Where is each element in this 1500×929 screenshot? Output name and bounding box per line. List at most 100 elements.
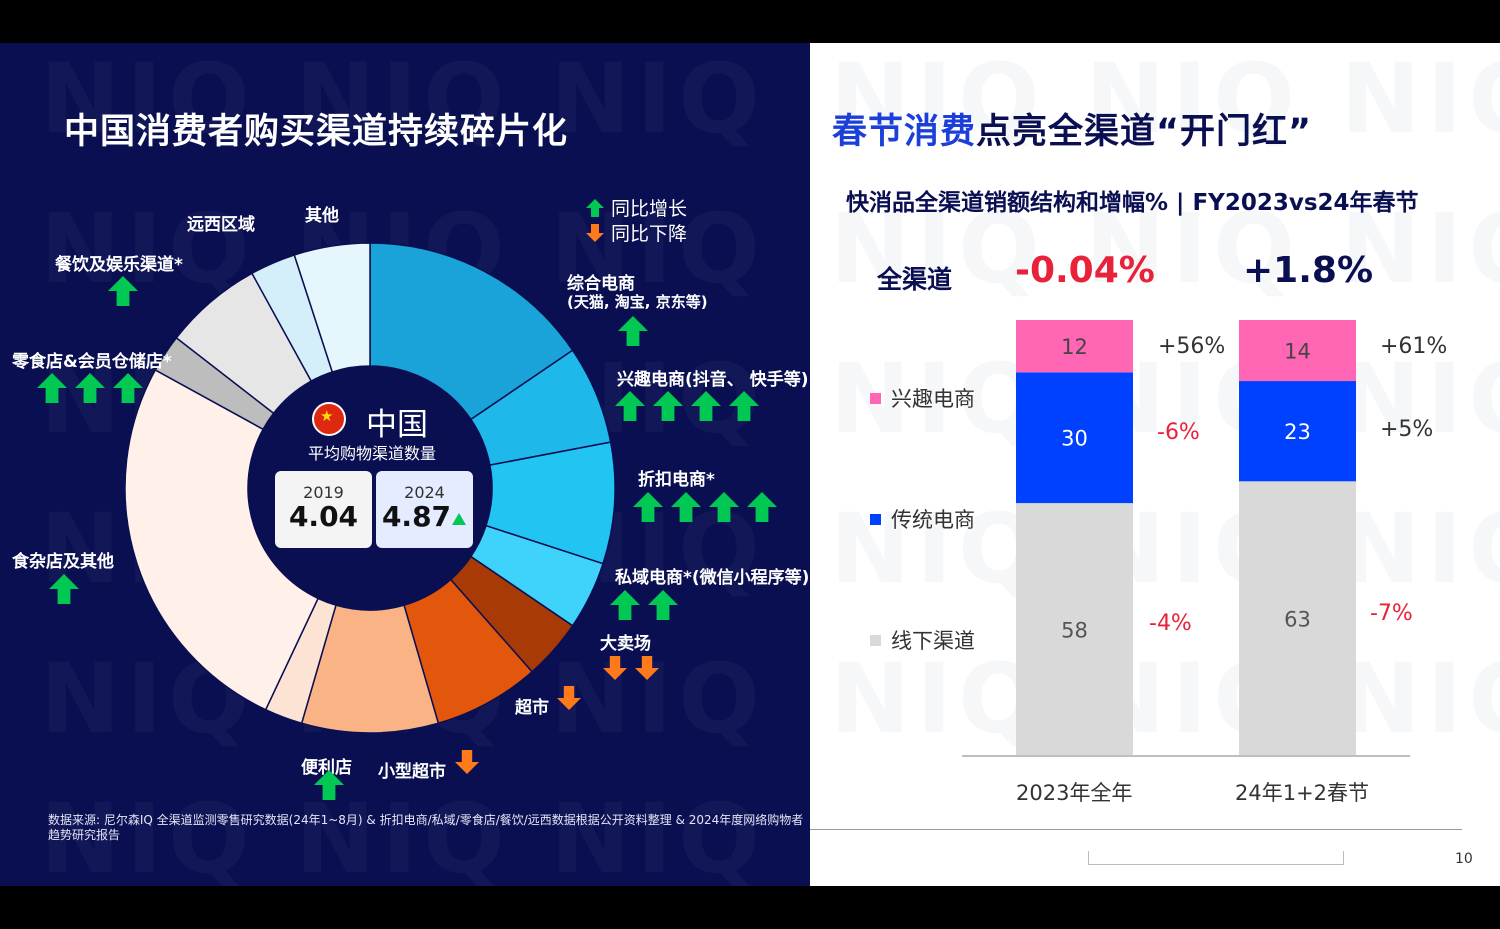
- up-arrow-icon: [108, 276, 138, 306]
- total-channel-label: 全渠道: [877, 265, 953, 294]
- up-arrow-icon: [648, 590, 678, 620]
- page-number: 10: [1455, 851, 1473, 867]
- down-arrow-icon: [557, 686, 581, 710]
- arrows-catering: [107, 275, 145, 307]
- up-arrow-icon: [586, 198, 604, 217]
- label-comprehensive-ecommerce: 综合电商: [567, 274, 635, 294]
- label-other: 其他: [305, 206, 339, 226]
- bar-value-label: 23: [1284, 420, 1311, 444]
- up-arrow-icon: [633, 492, 663, 522]
- year-value: 4.87: [376, 502, 473, 532]
- bar-value-label: 14: [1284, 340, 1311, 364]
- up-arrow-icon: [747, 492, 777, 522]
- china-flag-icon: ★: [312, 402, 346, 436]
- bar-segment: [1016, 503, 1133, 756]
- year-box-2024: 2024 4.87: [376, 471, 473, 548]
- bar-segment: [1239, 381, 1356, 482]
- source-note: 数据来源: 尼尔森IQ 全渠道监测零售研究数据(24年1~8月) & 折扣电商/…: [48, 813, 804, 842]
- growth-offline-2023: -4%: [1149, 611, 1192, 636]
- legend-down-label: 同比下降: [611, 223, 688, 245]
- year-label: 2024: [404, 483, 445, 502]
- footer-box: [1088, 851, 1344, 865]
- bar-segment: [1239, 481, 1356, 756]
- label-far-west: 远西区域: [187, 215, 255, 235]
- arrows-hypermarket: [602, 655, 666, 681]
- channel-donut-chart: [124, 242, 616, 734]
- year-value: 4.04: [288, 500, 359, 533]
- label-convenience: 便利店: [301, 758, 352, 778]
- label-snack-warehouse: 零食店&会员仓储店*: [12, 352, 172, 372]
- arrows-interest: [614, 390, 766, 422]
- up-arrow-icon: [37, 373, 67, 403]
- legend-swatch: [870, 392, 881, 404]
- center-subtitle: 平均购物渠道数量: [308, 444, 437, 463]
- bar-value-label: 30: [1061, 427, 1088, 451]
- arrows-grocery: [48, 573, 86, 605]
- up-arrow-icon: [709, 492, 739, 522]
- growth-traditional-2023: -6%: [1157, 420, 1200, 445]
- arrows-minimarket: [454, 749, 486, 775]
- bottom-letterbox: [0, 886, 1500, 929]
- legend-swatch: [870, 513, 881, 525]
- label-supermarket: 超市: [515, 698, 549, 718]
- down-arrow-icon: [603, 656, 627, 680]
- arrows-discount: [632, 491, 784, 523]
- legend-up-label: 同比增长: [611, 198, 688, 220]
- right-panel: NIQ NIQ NIQ NIQ NIQ NIQ NIQ NIQ NIQ NIQ …: [810, 43, 1500, 886]
- arrows-private: [609, 589, 685, 621]
- up-arrow-icon: [113, 373, 143, 403]
- growth-offline-2024: -7%: [1370, 601, 1413, 626]
- up-arrow-icon: [314, 770, 344, 800]
- label-hypermarket: 大卖场: [600, 634, 651, 654]
- up-arrow-icon: [691, 391, 721, 421]
- legend-interest: 兴趣电商: [870, 383, 975, 413]
- bar-segment: [1016, 372, 1133, 504]
- bar-value-label: 63: [1284, 608, 1311, 632]
- up-arrow-icon: [618, 316, 648, 346]
- left-title: 中国消费者购买渠道持续碎片化: [64, 112, 569, 152]
- left-panel: NIQ NIQ NIQ NIQ NIQ NIQ NIQ NIQ NIQ NIQ …: [0, 43, 810, 886]
- up-triangle-icon: [452, 513, 467, 525]
- year-label: 2019: [303, 483, 344, 502]
- growth-traditional-2024: +5%: [1380, 417, 1434, 442]
- legend-traditional: 传统电商: [870, 504, 975, 534]
- up-arrow-icon: [615, 391, 645, 421]
- up-arrow-icon: [610, 590, 640, 620]
- up-arrow-icon: [653, 391, 683, 421]
- x-category-2023: 2023年全年: [1016, 781, 1133, 805]
- footer-rule: [810, 829, 1462, 830]
- label-interest-ecommerce: 兴趣电商(抖音、 快手等): [617, 370, 809, 390]
- year-box-2019: 2019 4.04: [275, 471, 372, 548]
- stacked-bar-chart: 58 30 12 63 23 14: [962, 320, 1410, 757]
- right-title: 春节消费点亮全渠道“开门红”: [832, 112, 1313, 152]
- arrows-supermarket: [556, 685, 588, 711]
- legend-swatch: [870, 634, 881, 646]
- growth-interest-2023: +56%: [1158, 334, 1226, 359]
- arrows-comprehensive: [617, 315, 655, 347]
- label-minimarket: 小型超市: [378, 762, 446, 782]
- bar-value-label: 58: [1061, 619, 1088, 643]
- down-arrow-icon: [635, 656, 659, 680]
- growth-legend: 同比增长 同比下降: [585, 195, 687, 245]
- down-arrow-icon: [455, 750, 479, 774]
- label-discount-ecommerce: 折扣电商*: [638, 470, 715, 490]
- label-comprehensive-ecommerce-sub: (天猫, 淘宝, 京东等): [567, 293, 708, 311]
- top-letterbox: [0, 0, 1500, 43]
- up-arrow-icon: [729, 391, 759, 421]
- label-private-ecommerce: 私域电商*(微信小程序等): [615, 568, 810, 588]
- x-category-2024: 24年1+2春节: [1235, 781, 1370, 805]
- chart-title: 快消品全渠道销额结构和增幅% | FY2023vs24年春节: [846, 190, 1419, 216]
- legend-offline: 线下渠道: [870, 625, 975, 655]
- label-grocery: 食杂店及其他: [12, 552, 114, 572]
- up-arrow-icon: [75, 373, 105, 403]
- label-catering: 餐饮及娱乐渠道*: [55, 255, 183, 275]
- center-country: 中国: [366, 407, 428, 443]
- bar-segment: [1016, 320, 1133, 373]
- arrows-snack: [36, 372, 150, 404]
- total-growth-2024: +1.8%: [1243, 250, 1374, 291]
- growth-interest-2024: +61%: [1380, 334, 1448, 359]
- down-arrow-icon: [586, 223, 604, 242]
- bar-value-label: 12: [1061, 335, 1088, 359]
- up-arrow-icon: [671, 492, 701, 522]
- up-arrow-icon: [49, 574, 79, 604]
